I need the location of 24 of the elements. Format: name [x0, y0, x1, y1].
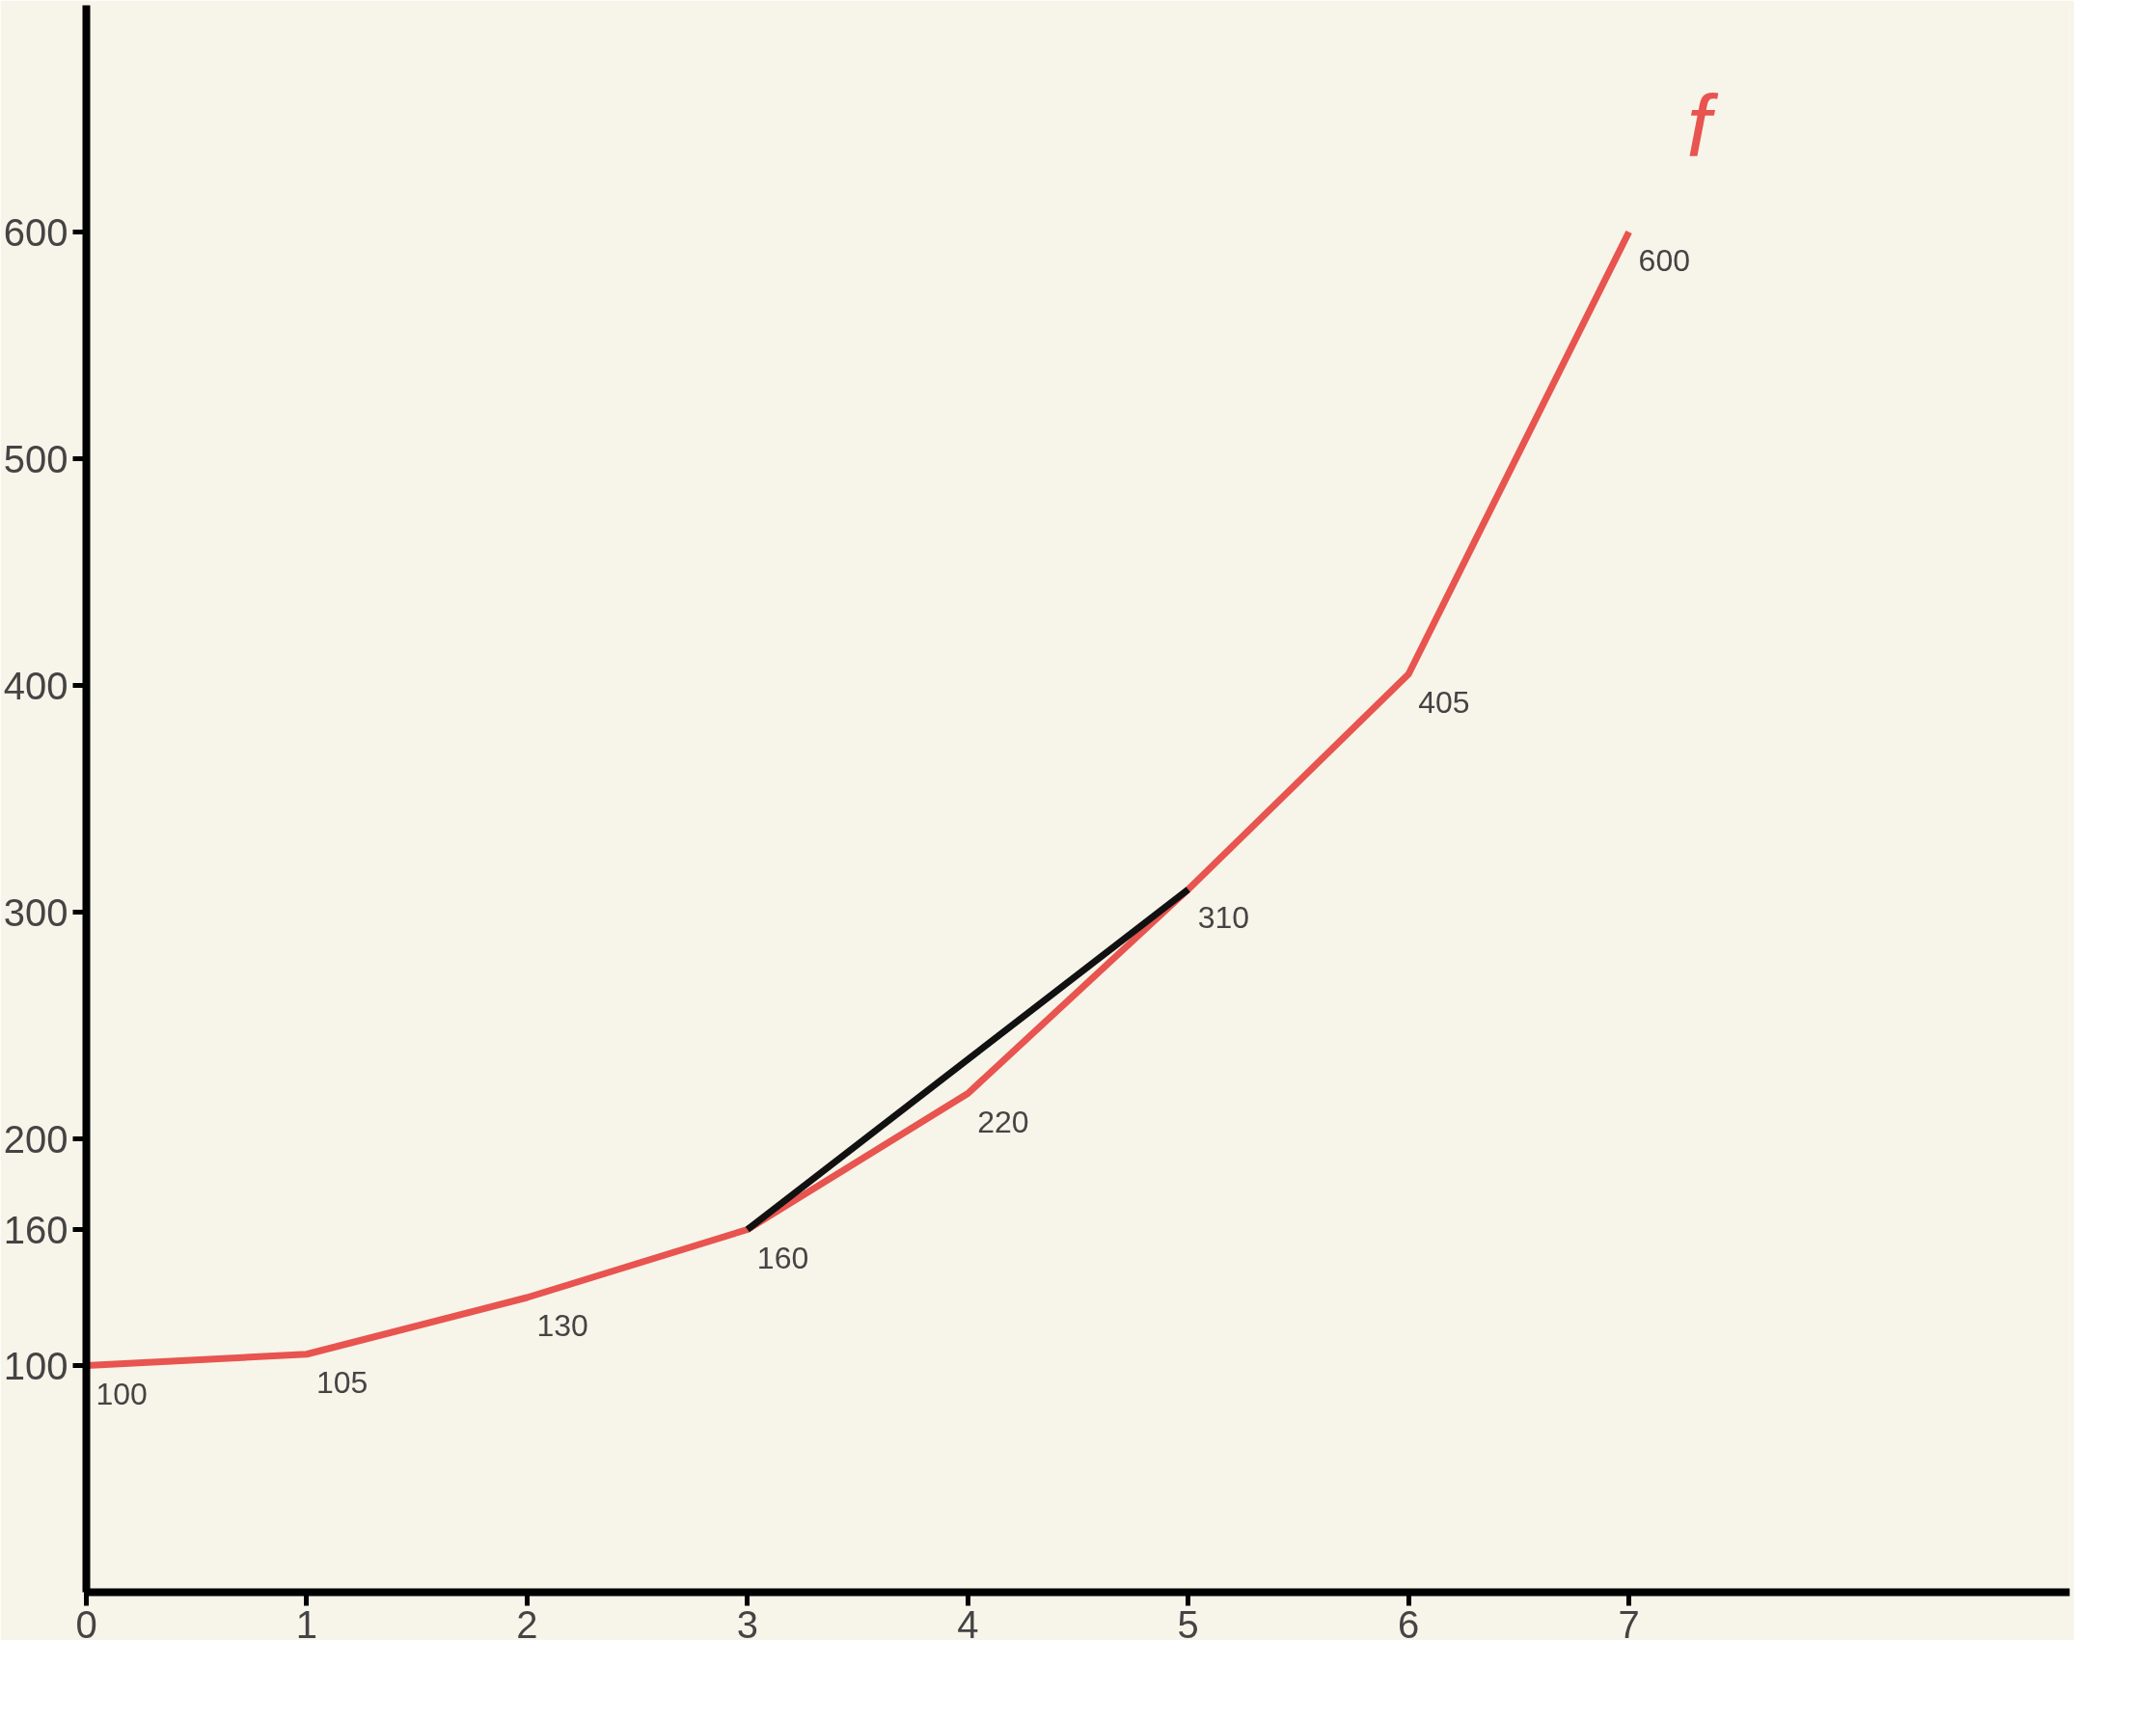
data-label: 405 [1418, 684, 1470, 720]
x-tick-label: 0 [75, 1602, 97, 1646]
x-tick-label: 1 [295, 1602, 318, 1646]
data-label: 105 [315, 1364, 368, 1400]
data-label: 600 [1638, 242, 1690, 278]
data-label: 310 [1197, 900, 1250, 935]
x-tick-label: 7 [1618, 1602, 1640, 1646]
y-tick-label: 500 [3, 437, 68, 480]
data-label: 130 [536, 1308, 588, 1343]
x-tick-label: 4 [957, 1602, 979, 1646]
y-tick-label: 200 [3, 1117, 68, 1161]
y-tick-label: 600 [3, 210, 68, 254]
y-tick-label: 400 [3, 664, 68, 707]
x-tick-label: 6 [1398, 1602, 1420, 1646]
data-label: 160 [756, 1240, 809, 1275]
x-tick-label: 5 [1177, 1602, 1199, 1646]
x-tick-label: 3 [736, 1602, 758, 1646]
data-label: 100 [96, 1376, 148, 1411]
y-tick-label: 160 [3, 1208, 68, 1251]
data-label: 220 [977, 1104, 1029, 1139]
x-tick-label: 2 [516, 1602, 538, 1646]
y-tick-label: 300 [3, 890, 68, 934]
y-tick-label: 100 [3, 1344, 68, 1387]
series-label: f [1686, 77, 1719, 175]
